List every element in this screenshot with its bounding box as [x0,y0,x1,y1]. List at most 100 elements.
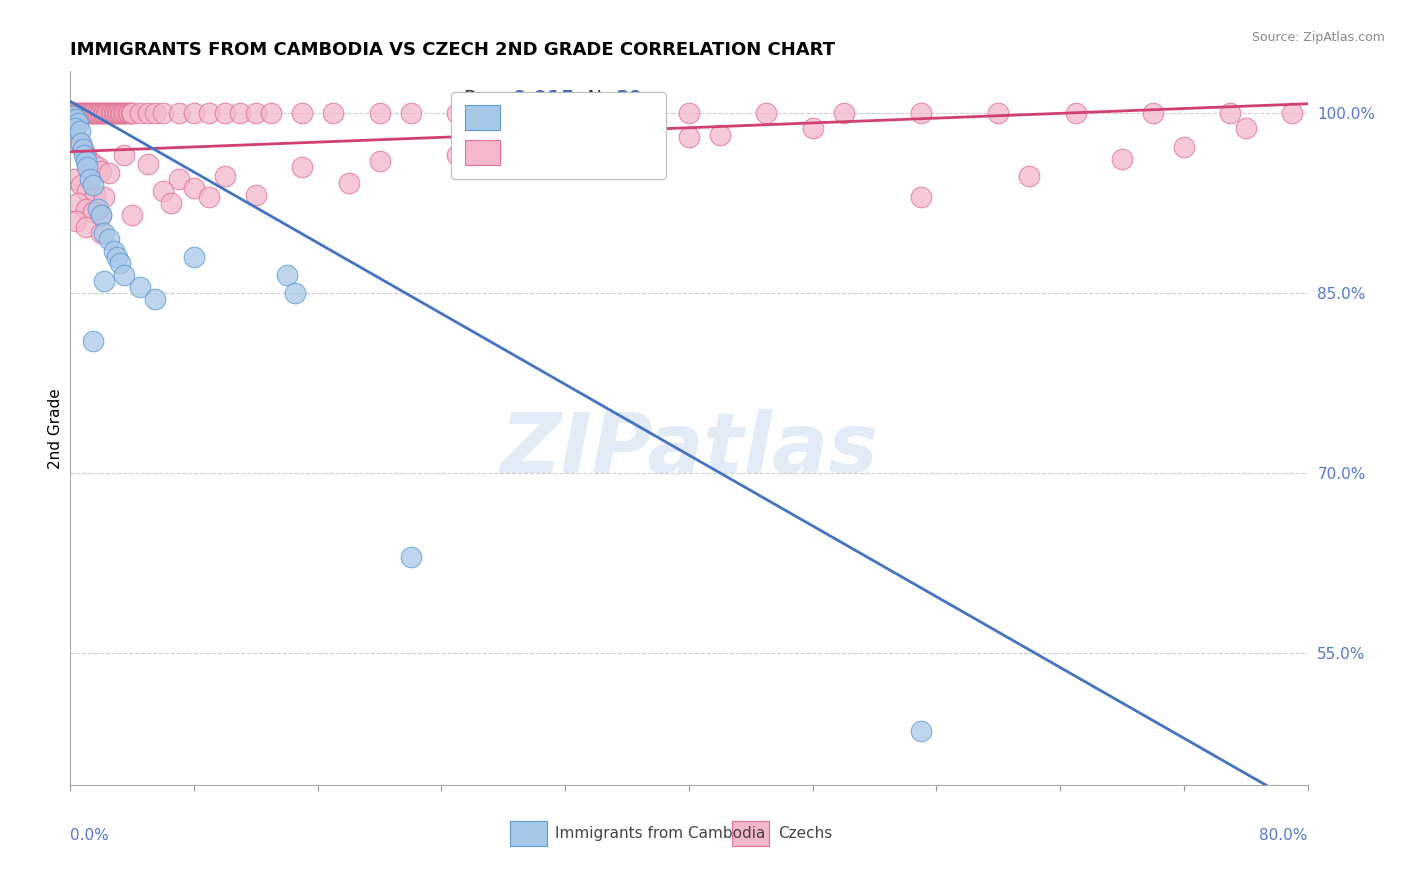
Text: Czechs: Czechs [778,826,832,841]
FancyBboxPatch shape [733,821,769,846]
Point [167,106,190,120]
Point [67,116,90,130]
Point [73,148,96,162]
Point [93,227,115,241]
Point [65,106,87,120]
Point [183,180,205,194]
Point [75,154,97,169]
Point [111,106,134,120]
Point [120,106,142,120]
Text: N=: N= [575,89,624,108]
Point [82,178,105,193]
Point [65,130,87,145]
Point [69,124,91,138]
Point [198,190,221,204]
Point [167,172,190,186]
Point [910,190,932,204]
Point [60,106,83,120]
Point [91,106,114,120]
Point [82,334,105,349]
Text: Source: ZipAtlas.com: Source: ZipAtlas.com [1251,31,1385,45]
Text: 30: 30 [616,89,643,108]
Point [76,184,98,198]
Point [276,268,298,283]
Point [110,106,132,120]
Point [1018,169,1040,183]
Point [90,227,112,241]
Point [63,120,86,135]
Point [69,106,91,120]
Point [107,106,129,120]
Text: 138: 138 [616,112,657,131]
Text: Immigrants from Cambodia: Immigrants from Cambodia [555,826,766,841]
Point [446,148,468,162]
Point [129,106,152,120]
Legend:                       ,                       : , [451,92,666,178]
Point [1219,106,1241,120]
Point [72,106,94,120]
Point [96,106,118,120]
Point [114,106,135,120]
Point [291,161,314,175]
Point [90,164,112,178]
Point [104,106,127,120]
Text: 80.0%: 80.0% [1260,828,1308,843]
Point [84,106,107,120]
Point [87,202,110,217]
Point [105,250,128,264]
Point [160,196,183,211]
Text: -0.915: -0.915 [505,89,574,108]
FancyBboxPatch shape [509,821,547,846]
Point [70,136,93,151]
Point [214,106,236,120]
Point [1234,120,1257,135]
Point [183,106,205,120]
Point [98,166,120,180]
Point [86,106,108,120]
Point [79,172,101,186]
Point [678,130,700,145]
Point [136,157,159,171]
Point [1111,152,1133,166]
Point [523,142,546,156]
Point [93,106,115,120]
Point [98,232,120,246]
Point [105,106,128,120]
Point [100,106,122,120]
Point [94,106,117,120]
Point [987,106,1010,120]
Point [82,157,105,171]
Point [523,106,546,120]
Point [114,268,135,283]
Point [93,274,115,288]
Point [67,196,90,211]
Point [63,106,86,120]
Point [77,106,100,120]
Point [755,106,778,120]
Point [93,190,115,204]
Point [152,106,174,120]
Point [910,723,932,738]
Point [72,142,94,156]
Point [832,106,855,120]
Point [600,136,623,151]
Text: R =: R = [464,89,506,108]
Text: 0.0%: 0.0% [70,828,110,843]
Point [678,106,700,120]
Point [90,208,112,222]
Text: ZIPatlas: ZIPatlas [501,409,877,490]
Point [399,106,422,120]
Point [399,550,422,565]
Text: IMMIGRANTS FROM CAMBODIA VS CZECH 2ND GRADE CORRELATION CHART: IMMIGRANTS FROM CAMBODIA VS CZECH 2ND GR… [70,41,835,59]
Point [82,106,105,120]
Point [117,106,139,120]
Point [337,176,360,190]
Point [103,106,125,120]
Point [368,154,391,169]
Point [87,106,110,120]
Point [229,106,252,120]
Point [62,109,84,123]
Point [82,204,105,219]
Point [63,172,86,186]
Point [89,106,111,120]
